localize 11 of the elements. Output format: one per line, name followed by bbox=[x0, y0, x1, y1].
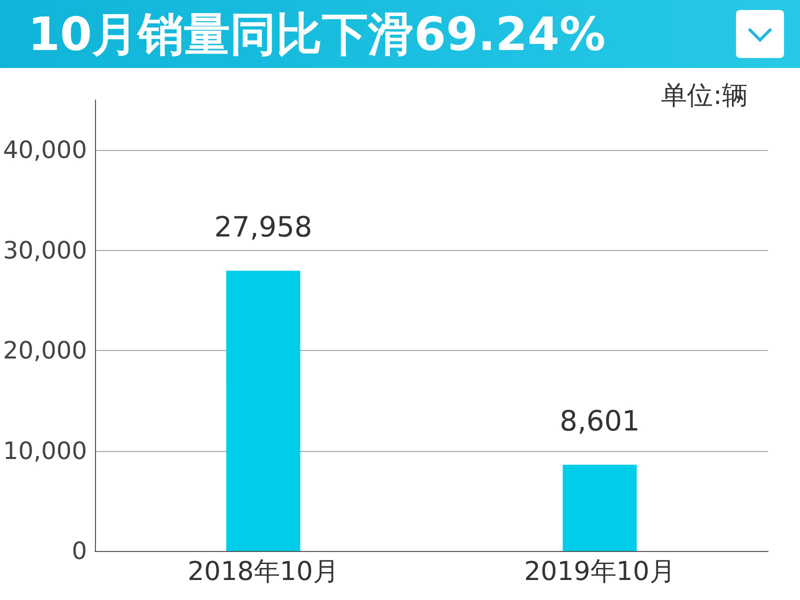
y-tick-label: 20,000 bbox=[2, 336, 87, 365]
y-tick-label: 40,000 bbox=[2, 136, 87, 164]
y-tick-label: 0 bbox=[72, 537, 87, 565]
y-tick-label: 30,000 bbox=[2, 236, 87, 264]
y-tick-label: 10,000 bbox=[2, 436, 87, 465]
data-label: 8,601 bbox=[560, 404, 640, 438]
chart-title: 10月销量同比下滑69.24% bbox=[28, 6, 606, 63]
data-label: 27,958 bbox=[214, 210, 312, 244]
x-tick-label: 2018年10月 bbox=[188, 557, 339, 587]
annotation: 单位:辆 bbox=[661, 80, 748, 113]
x-tick-label: 2019年10月 bbox=[524, 557, 676, 587]
